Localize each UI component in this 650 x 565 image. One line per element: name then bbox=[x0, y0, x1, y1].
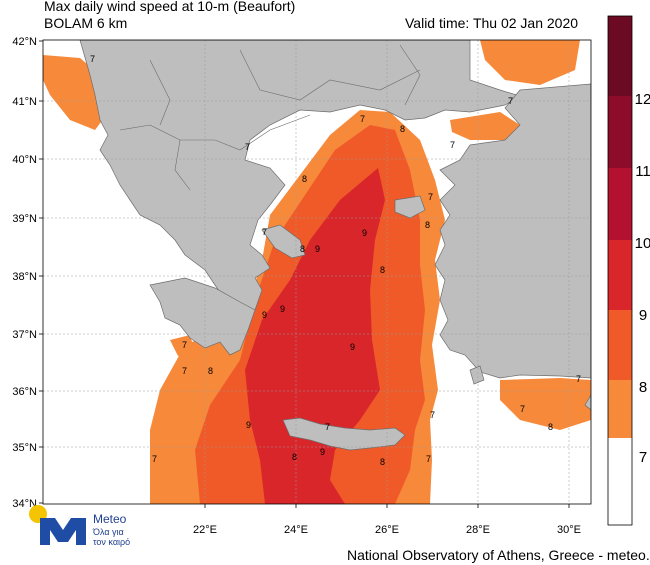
contour-label: 7 bbox=[360, 114, 365, 124]
land-crete bbox=[282, 417, 406, 451]
lat-label: 42°N bbox=[12, 36, 37, 48]
contour-label: 8 bbox=[292, 452, 297, 462]
wind-zone-8-blacksea bbox=[480, 40, 580, 85]
lon-label: 22°E bbox=[193, 524, 217, 536]
contour-label: 7 bbox=[508, 96, 513, 106]
colorbar-label: 7 bbox=[639, 449, 647, 466]
lat-label: 38°N bbox=[12, 271, 37, 283]
lon-label: 28°E bbox=[466, 524, 490, 536]
colorbar-label: 8 bbox=[639, 379, 647, 396]
country-borders bbox=[119, 44, 421, 191]
contour-label: 8 bbox=[548, 422, 553, 432]
contour-label: 7 bbox=[450, 140, 455, 150]
wind-zone-8-ionian bbox=[170, 335, 195, 356]
contour-label: 7 bbox=[245, 142, 250, 152]
colorbar-label: 10 bbox=[635, 235, 650, 252]
footer-credit: National Observatory of Athens, Greece -… bbox=[347, 547, 650, 563]
land-lesvos bbox=[394, 195, 426, 219]
contour-label: 9 bbox=[315, 244, 320, 254]
lon-label: 24°E bbox=[284, 524, 308, 536]
wind-zone-8-marmara bbox=[450, 112, 520, 140]
contour-label: 7 bbox=[520, 404, 525, 414]
contour-label: 7 bbox=[152, 454, 157, 464]
contour-label: 8 bbox=[300, 244, 305, 254]
model-name: BOLAM 6 km bbox=[44, 15, 128, 31]
contour-label: 9 bbox=[262, 310, 267, 320]
colorbar-label: 9 bbox=[639, 307, 647, 324]
contour-label: 7 bbox=[90, 54, 95, 64]
contour-label: 7 bbox=[426, 454, 431, 464]
land-peloponnese bbox=[149, 277, 256, 356]
contour-label: 8 bbox=[400, 124, 405, 134]
lon-label: 26°E bbox=[375, 524, 399, 536]
colorbar bbox=[607, 15, 633, 526]
contour-label: 8 bbox=[302, 174, 307, 184]
land-balkans bbox=[79, 40, 521, 313]
land-rhodes bbox=[469, 365, 485, 385]
lon-label: 30°E bbox=[557, 524, 581, 536]
graticule bbox=[43, 40, 591, 504]
contour-label: 8 bbox=[425, 220, 430, 230]
contour-label: 9 bbox=[362, 228, 367, 238]
lat-label: 34°N bbox=[12, 498, 37, 510]
logo-tagline-2: τον καιρό bbox=[93, 537, 131, 547]
contour-label: 7 bbox=[428, 192, 433, 202]
contour-label: 7 bbox=[430, 410, 435, 420]
contour-label: 9 bbox=[350, 342, 355, 352]
map-title: Max daily wind speed at 10-m (Beaufort) bbox=[44, 0, 296, 14]
logo-tagline-1: Όλα για bbox=[93, 527, 124, 537]
map-frame bbox=[42, 39, 592, 505]
wind-zone-10 bbox=[245, 168, 385, 504]
contour-label: 8 bbox=[380, 265, 385, 275]
lat-label: 41°N bbox=[12, 96, 37, 108]
contour-label: 7 bbox=[182, 366, 187, 376]
lat-label: 39°N bbox=[12, 213, 37, 225]
lat-label: 37°N bbox=[12, 329, 37, 341]
contour-label: 7 bbox=[576, 374, 581, 384]
logo-name: Meteo bbox=[93, 512, 127, 526]
contour-label: 8 bbox=[380, 457, 385, 467]
contour-label: 7 bbox=[182, 340, 187, 350]
lat-label: 36°N bbox=[12, 386, 37, 398]
contour-label: 8 bbox=[208, 366, 213, 376]
meteo-logo-icon[interactable] bbox=[29, 505, 86, 545]
contour-label: 7 bbox=[262, 227, 267, 237]
contour-label: 9 bbox=[320, 447, 325, 457]
contour-label: 9 bbox=[280, 304, 285, 314]
lat-label: 35°N bbox=[12, 442, 37, 454]
contour-label: 7 bbox=[325, 422, 330, 432]
valid-time: Valid time: Thu 02 Jan 2020 bbox=[405, 15, 579, 31]
land-cyprus bbox=[584, 394, 591, 411]
colorbar-label: 12 bbox=[635, 91, 650, 108]
colorbar-label: 11 bbox=[635, 163, 650, 180]
contour-label: 9 bbox=[246, 420, 251, 430]
land-anatolia bbox=[434, 83, 591, 379]
land-euboea bbox=[261, 224, 306, 259]
lat-label: 40°N bbox=[12, 154, 37, 166]
